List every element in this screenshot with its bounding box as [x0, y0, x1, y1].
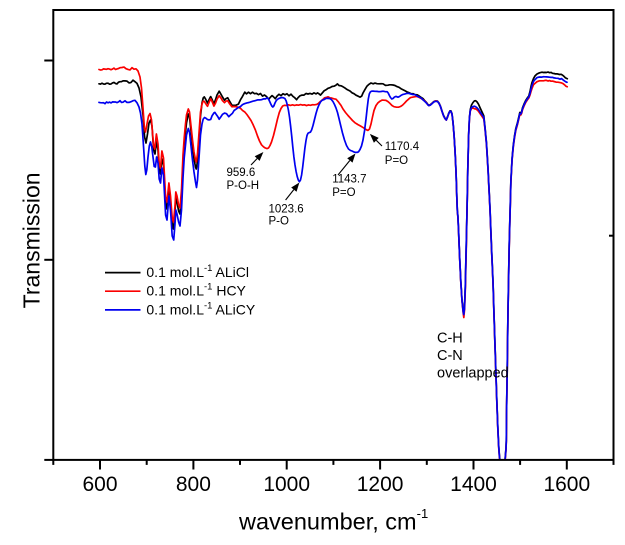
- svg-text:P=O: P=O: [332, 187, 355, 199]
- svg-text:1170.4: 1170.4: [385, 141, 420, 153]
- svg-text:C-N: C-N: [437, 348, 463, 364]
- svg-text:1023.6: 1023.6: [269, 204, 304, 216]
- svg-text:600: 600: [82, 473, 117, 496]
- svg-text:0.1 mol.L-1 ALiCl: 0.1 mol.L-1 ALiCl: [146, 263, 249, 280]
- svg-text:P-O: P-O: [269, 216, 290, 228]
- svg-text:P=O: P=O: [385, 155, 408, 167]
- svg-text:Transmission: Transmission: [18, 172, 44, 308]
- svg-text:0.1 mol.L-1 HCY: 0.1 mol.L-1 HCY: [146, 282, 246, 299]
- svg-text:0.1 mol.L-1 ALiCY: 0.1 mol.L-1 ALiCY: [146, 300, 256, 317]
- svg-text:C-H: C-H: [437, 330, 463, 346]
- svg-text:1143.7: 1143.7: [332, 174, 366, 186]
- svg-text:800: 800: [176, 473, 211, 496]
- svg-text:1400: 1400: [450, 473, 497, 496]
- svg-text:959.6: 959.6: [227, 167, 256, 179]
- svg-text:1600: 1600: [543, 473, 590, 496]
- svg-text:1200: 1200: [357, 473, 404, 496]
- svg-text:1000: 1000: [263, 473, 310, 496]
- svg-text:overlapped: overlapped: [437, 366, 509, 382]
- svg-text:P-O-H: P-O-H: [227, 180, 260, 192]
- svg-text:wavenumber, cm-1: wavenumber, cm-1: [238, 506, 428, 535]
